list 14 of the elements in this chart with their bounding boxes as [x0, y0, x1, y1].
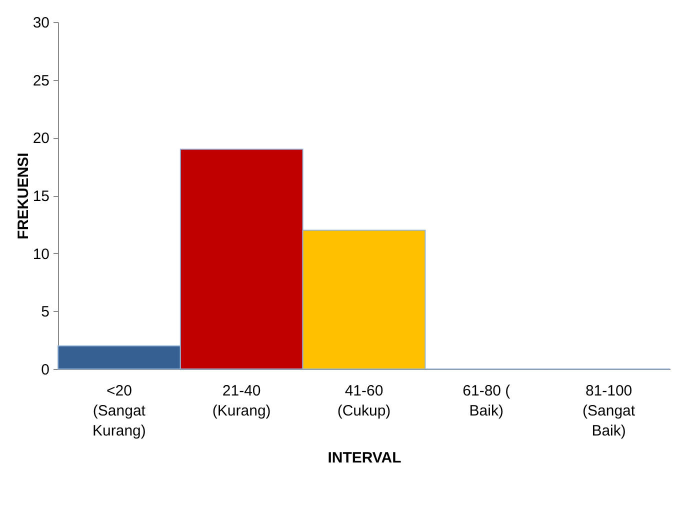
y-tick-label: 5	[41, 304, 50, 321]
y-axis-title: FREKUENSI	[14, 152, 32, 240]
y-tick-label: 25	[32, 72, 50, 90]
y-tick-label: 20	[32, 130, 50, 148]
x-tick-label: 21-40 (Kurang)	[212, 382, 271, 420]
y-tick-label: 0	[41, 362, 50, 378]
x-tick-label: <20 (Sangat Kurang)	[92, 382, 146, 440]
x-tick-label: 81-100 (Sangat Baik)	[582, 382, 636, 440]
y-tick-label: 10	[32, 246, 50, 263]
y-tick-label: 30	[32, 14, 50, 32]
x-tick-label: 41-60 (Cukup)	[337, 382, 391, 420]
x-tick-label: 61-80 ( Baik)	[462, 382, 510, 420]
x-axis-title: INTERVAL	[328, 450, 402, 466]
y-tick-label: 15	[32, 188, 50, 205]
